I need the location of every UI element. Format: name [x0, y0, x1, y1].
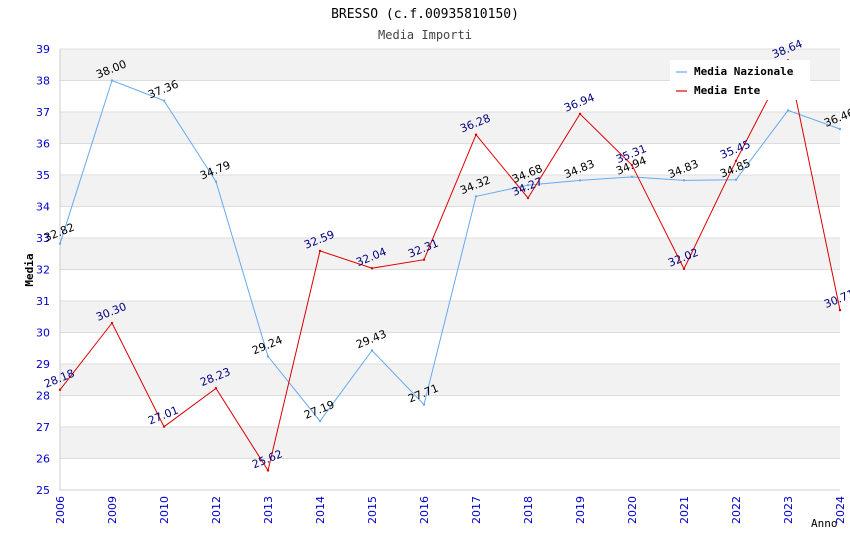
y-tick-label: 35	[36, 169, 50, 182]
legend: Media Nazionale Media Ente	[670, 60, 810, 100]
data-point	[318, 249, 322, 253]
grid-band	[60, 364, 840, 396]
chart-subtitle: Media Importi	[378, 28, 472, 42]
series-lines	[58, 58, 842, 472]
data-point	[578, 179, 582, 182]
x-tick-label: 2020	[626, 496, 639, 524]
series-line-1	[59, 58, 841, 472]
grid-band	[60, 238, 840, 270]
data-point	[58, 242, 62, 245]
x-tick-label: 2024	[834, 496, 847, 524]
legend-box	[670, 60, 810, 100]
data-point	[422, 403, 426, 406]
x-axis-ticks: 2006 2009 2010 2012 2013 2014 2015 2016 2017 2018…	[54, 496, 847, 524]
y-tick-label: 37	[36, 106, 50, 119]
y-axis-label: Media	[23, 253, 36, 286]
data-point	[734, 178, 738, 181]
x-axis-label: Anno	[811, 517, 838, 530]
data-point	[734, 159, 738, 163]
data-point	[578, 112, 582, 116]
y-tick-label: 27	[36, 421, 50, 434]
data-point	[526, 183, 530, 187]
y-tick-label: 31	[36, 295, 50, 308]
y-tick-label: 30	[36, 327, 50, 340]
x-tick-label: 2006	[54, 496, 67, 524]
data-point	[682, 179, 686, 182]
grid-band	[60, 301, 840, 333]
data-point	[214, 387, 218, 390]
x-tick-label: 2010	[158, 496, 171, 524]
x-tick-label: 2009	[106, 496, 119, 524]
x-tick-label: 2017	[470, 496, 483, 524]
data-point	[422, 258, 426, 261]
y-tick-label: 38	[36, 75, 50, 88]
x-tick-label: 2022	[730, 496, 743, 524]
series-line-0	[59, 79, 841, 422]
data-point	[682, 267, 686, 271]
data-point	[630, 164, 634, 167]
x-tick-label: 2021	[678, 496, 691, 524]
data-point	[370, 349, 374, 352]
data-point	[266, 355, 270, 358]
data-point	[474, 195, 478, 198]
grid-band	[60, 427, 840, 459]
y-tick-label: 26	[36, 453, 50, 466]
x-tick-label: 2012	[210, 496, 223, 524]
data-point	[58, 388, 62, 392]
data-point	[266, 469, 270, 472]
legend-label-ente: Media Ente	[694, 84, 761, 97]
data-point	[318, 419, 322, 423]
x-tick-label: 2018	[522, 496, 535, 524]
x-tick-label: 2015	[366, 496, 379, 524]
y-tick-label: 36	[36, 138, 50, 151]
data-point	[162, 425, 166, 428]
x-tick-label: 2019	[574, 496, 587, 524]
data-point	[786, 109, 790, 112]
y-axis-ticks: 25 26 27 28 29 30 31 32 33 34 35 36 37 38 39	[36, 43, 50, 497]
x-tick-label: 2013	[262, 496, 275, 524]
data-point	[526, 196, 530, 200]
data-point	[110, 321, 114, 325]
y-tick-label: 33	[36, 232, 50, 245]
y-tick-label: 29	[36, 358, 50, 371]
chart-title: BRESSO (c.f.00935810150)	[331, 7, 519, 22]
grid-band	[60, 112, 840, 144]
y-tick-label: 39	[36, 43, 50, 56]
data-point	[214, 180, 218, 183]
data-point	[110, 79, 114, 82]
y-tick-label: 34	[36, 201, 50, 214]
legend-label-nazionale: Media Nazionale	[694, 65, 794, 78]
data-point	[838, 308, 842, 312]
y-tick-label: 25	[36, 484, 50, 497]
x-tick-label: 2014	[314, 496, 327, 524]
data-point	[162, 99, 166, 102]
x-tick-label: 2023	[782, 496, 795, 524]
data-point	[838, 127, 842, 131]
data-point	[370, 267, 374, 270]
data-point	[630, 175, 634, 179]
x-tick-label: 2016	[418, 496, 431, 524]
data-point	[474, 133, 478, 136]
y-tick-label: 32	[36, 264, 50, 277]
y-tick-label: 28	[36, 390, 50, 403]
